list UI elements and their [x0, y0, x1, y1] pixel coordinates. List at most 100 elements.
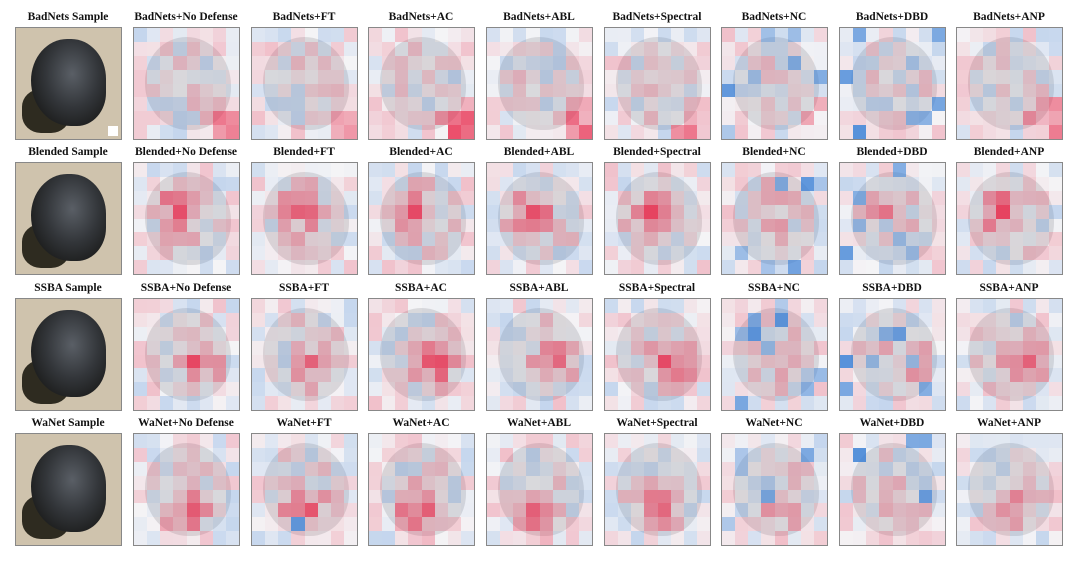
heatmap-cell: [1009, 461, 1023, 476]
heatmap-cell: [225, 396, 239, 410]
heatmap-cell: [840, 475, 854, 490]
heatmap-cell: [173, 382, 187, 397]
heatmap-cell: [774, 447, 788, 462]
heatmap-cell: [605, 246, 619, 261]
heatmap-cell: [278, 368, 292, 383]
heatmap-cell: [395, 97, 409, 112]
heatmap-cell: [748, 354, 762, 369]
heatmap-cell: [134, 55, 148, 70]
heatmap-cell: [879, 55, 893, 70]
heatmap-cell: [134, 340, 148, 355]
heatmap-cell: [683, 204, 697, 219]
heatmap-cell: [460, 176, 474, 191]
heatmap-cell: [1022, 260, 1036, 274]
heatmap-cell: [147, 354, 161, 369]
heatmap-cell: [173, 354, 187, 369]
heatmap-cell: [1035, 531, 1049, 545]
heatmap-cell: [317, 246, 331, 261]
heatmap-cell: [513, 69, 527, 84]
heatmap-cell: [199, 28, 213, 42]
heatmap-cell: [487, 326, 501, 341]
turtle-silhouette: [615, 307, 702, 402]
heatmap-cell: [487, 382, 500, 396]
heatmap-cell: [813, 503, 827, 518]
heatmap-cell: [395, 42, 408, 56]
heatmap-cell: [278, 447, 292, 462]
heatmap-cell: [618, 327, 631, 341]
heatmap-cell: [696, 354, 710, 369]
heatmap-cell: [722, 531, 736, 545]
heatmap-cell: [173, 218, 187, 233]
heatmap-cell: [500, 461, 514, 476]
heatmap-cell: [565, 163, 579, 177]
heatmap-cell: [1009, 28, 1023, 42]
heatmap-cell: [212, 447, 226, 462]
heatmap-cell: [813, 368, 827, 383]
heatmap-cell: [1022, 204, 1036, 219]
heatmap-cell: [761, 434, 775, 448]
heatmap-cell: [996, 354, 1010, 369]
heatmap-cell: [813, 204, 827, 219]
heatmap-cell: [304, 531, 318, 545]
heatmap-cell: [487, 190, 501, 205]
attribution-heatmap: [486, 298, 593, 411]
heatmap-cell: [800, 190, 814, 205]
heatmap-cell: [696, 396, 710, 410]
heatmap-cell: [1035, 382, 1049, 397]
heatmap-cell: [1009, 299, 1023, 313]
heatmap-cell: [513, 461, 527, 476]
heatmap-cell: [186, 41, 200, 56]
heatmap-cell: [317, 190, 331, 205]
heatmap-cell: [369, 190, 383, 205]
heatmap-cell: [800, 163, 814, 177]
heatmap-cell: [1022, 55, 1036, 70]
panel-title: Blended+Spectral: [613, 146, 701, 158]
heatmap-cell: [631, 396, 645, 410]
heatmap-cell: [853, 232, 867, 247]
heatmap-cell: [513, 355, 526, 369]
heatmap-cell: [644, 368, 657, 382]
heatmap-cell: [1035, 434, 1049, 448]
heatmap-cell: [173, 326, 187, 341]
heatmap-cell: [1048, 447, 1062, 462]
heatmap-cell: [460, 83, 474, 98]
heatmap-cell: [644, 55, 658, 70]
heatmap-cell: [213, 260, 226, 274]
heatmap-cell: [487, 111, 501, 126]
heatmap-cell: [761, 232, 774, 246]
heatmap-cell: [696, 312, 710, 327]
heatmap-cell: [513, 111, 526, 125]
heatmap-cell: [500, 368, 514, 383]
heatmap-cell: [460, 475, 474, 490]
heatmap-cell: [657, 246, 671, 261]
heatmap-cell: [735, 28, 749, 42]
heatmap-cell: [970, 517, 984, 532]
heatmap-cell: [278, 475, 292, 490]
heatmap-cell: [487, 447, 501, 462]
heatmap-cell: [513, 163, 527, 177]
heatmap-cell: [147, 41, 161, 56]
heatmap-cell: [278, 434, 292, 448]
heatmap-cell: [513, 260, 526, 274]
heatmap-cell: [225, 260, 239, 274]
heatmap-cell: [540, 111, 553, 125]
heatmap-cell: [382, 41, 396, 56]
heatmap-cell: [618, 190, 632, 205]
heatmap-cell: [369, 396, 383, 410]
heatmap-cell: [657, 340, 671, 355]
heatmap-cell: [787, 382, 801, 397]
heatmap-cell: [487, 97, 501, 112]
heatmap-cell: [892, 354, 906, 369]
heatmap-cell: [500, 83, 514, 98]
heatmap-cell: [500, 503, 514, 518]
heatmap-cell: [487, 218, 501, 233]
heatmap-cell: [212, 503, 226, 518]
heatmap-cell: [853, 489, 867, 504]
heatmap-cell: [1035, 97, 1049, 112]
heatmap-cell: [644, 489, 658, 504]
heatmap-cell: [225, 517, 239, 532]
heatmap-cell: [291, 299, 305, 313]
heatmap-cell: [787, 299, 801, 313]
heatmap-cell: [225, 531, 239, 545]
heatmap-cell: [970, 396, 983, 410]
